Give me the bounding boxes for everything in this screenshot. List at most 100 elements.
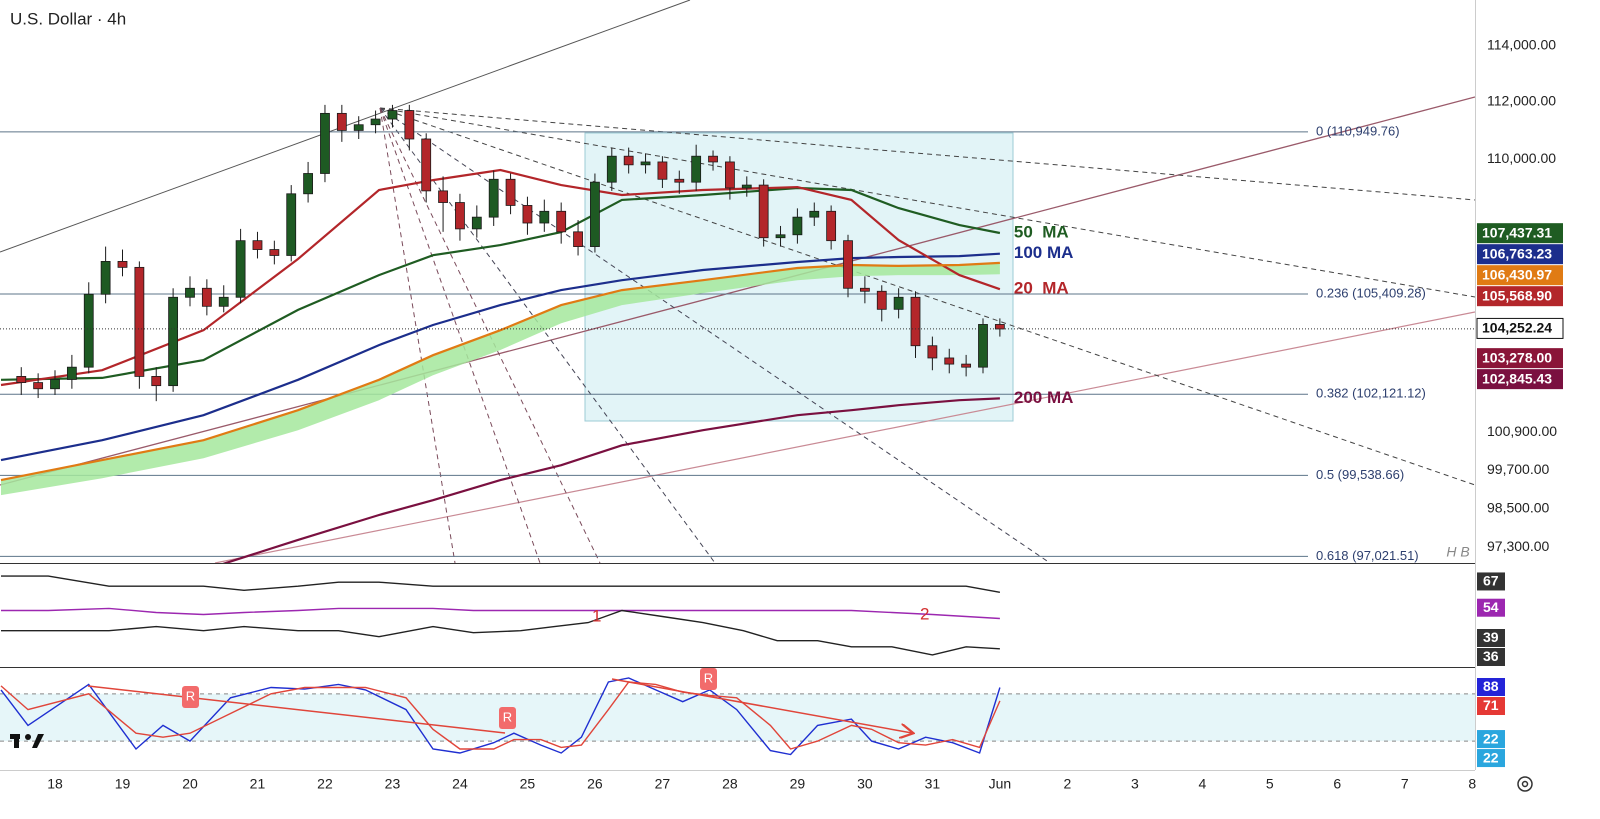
candle-body	[674, 178, 685, 183]
candle-body	[775, 234, 786, 239]
x-tick-label: 19	[115, 776, 131, 792]
candle-body	[792, 216, 803, 236]
ma-ribbon	[1, 262, 1000, 496]
fan-line	[379, 107, 716, 563]
fib-label: 0.5 (99,538.66)	[1316, 467, 1404, 482]
x-tick-label: 7	[1401, 776, 1409, 792]
candle-body	[269, 249, 280, 256]
candle-body	[708, 155, 718, 163]
candle-body	[623, 155, 634, 166]
candle-body	[725, 161, 735, 189]
candle-body	[859, 287, 870, 292]
fib-label: 0.236 (105,409.28)	[1316, 285, 1426, 300]
indicator-badge	[1477, 697, 1505, 716]
price-badge-label: 106,763.23	[1482, 245, 1552, 261]
candle-body	[893, 296, 904, 310]
candle-body	[387, 110, 398, 120]
indicator-badge	[1477, 629, 1505, 647]
price-badge-label: 102,845.43	[1482, 370, 1552, 386]
candle-body	[978, 324, 988, 368]
candle-body	[83, 293, 94, 368]
fan-line	[379, 107, 456, 563]
x-tick-label: 3	[1131, 776, 1139, 792]
price-badge	[1476, 317, 1564, 339]
axis-cover	[1477, 772, 1507, 800]
indicator-pane-1	[1, 575, 1001, 656]
candle-body	[16, 376, 27, 383]
indicator-badge	[1477, 730, 1505, 749]
candle-body	[961, 363, 972, 368]
candle-body	[944, 357, 955, 365]
price-badge	[1477, 244, 1563, 265]
candle-body	[657, 161, 668, 180]
candle-body	[134, 266, 145, 377]
indicator-badge	[1477, 678, 1505, 697]
candle-body	[303, 173, 313, 195]
x-tick-label: 4	[1198, 776, 1206, 792]
candle-body	[286, 193, 297, 256]
moving-average	[0, 168, 1001, 387]
candle-body	[927, 345, 938, 359]
candle-body	[640, 161, 651, 166]
price-badge	[1477, 369, 1563, 390]
moving-average	[0, 252, 1000, 462]
settings-icon[interactable]	[1517, 776, 1533, 792]
candle-body	[100, 261, 111, 295]
candle-body	[876, 290, 887, 310]
y-tick-label: 100,900.00	[1487, 423, 1557, 439]
ma-label: 50 MA	[1014, 222, 1069, 241]
candle-body	[539, 210, 550, 224]
y-tick-label: 97,300.00	[1487, 538, 1549, 554]
price-badge-label: 107,437.31	[1482, 224, 1552, 240]
x-tick-label: 25	[520, 776, 536, 792]
price-badge	[1477, 265, 1563, 286]
indicator-badge-label: 36	[1483, 648, 1499, 664]
moving-average	[0, 261, 1000, 482]
price-badge-label: 106,430.97	[1482, 266, 1552, 282]
candle-body	[590, 181, 600, 247]
annotation: 1	[592, 606, 601, 625]
price-badge	[1477, 223, 1563, 244]
x-tick-label: 2	[1063, 776, 1071, 792]
x-tick-label: 31	[925, 776, 941, 792]
x-tick-label: Jun	[989, 776, 1012, 792]
x-tick-label: 26	[587, 776, 603, 792]
divergence-line	[87, 685, 506, 734]
candle-body	[758, 184, 769, 239]
candle-body	[910, 296, 921, 347]
candle-body	[809, 210, 820, 218]
indicator-line	[1, 575, 1001, 593]
ma-label: 100 MA	[1014, 243, 1074, 262]
moving-average	[222, 397, 1000, 563]
candle-body	[691, 155, 702, 183]
y-tick-label: 110,000.00	[1487, 150, 1556, 166]
price-badge-label: 103,278.00	[1482, 349, 1552, 365]
price-badge	[1477, 348, 1563, 369]
y-tick-label: 98,500.00	[1487, 499, 1549, 515]
candle-body	[404, 110, 415, 140]
time-axis	[0, 770, 1475, 819]
candle-body	[421, 138, 432, 192]
r-label-text: R	[186, 688, 195, 703]
ma-label: 20 MA	[1014, 279, 1069, 298]
x-tick-label: 24	[452, 776, 468, 792]
candle-body	[455, 202, 465, 230]
price-badge-label: 105,568.90	[1482, 287, 1552, 303]
fan-line	[379, 107, 1475, 201]
indicator-badge-label: 22	[1483, 749, 1499, 765]
candle-body	[66, 366, 77, 380]
ma-label: 200 MA	[1014, 388, 1074, 407]
fib-label: 0 (110,949.76)	[1316, 123, 1400, 138]
y-tick-label: 112,000.00	[1487, 93, 1556, 109]
indicator-badge-label: 67	[1483, 573, 1499, 589]
indicator-badge	[1477, 749, 1505, 768]
candle-body	[50, 379, 60, 390]
candle-body	[336, 112, 347, 131]
candle-body	[556, 210, 567, 233]
x-tick-label: 22	[317, 776, 333, 792]
annotation: 2	[920, 604, 929, 623]
indicator-pane-2	[0, 677, 1475, 756]
candle-body	[438, 190, 448, 203]
